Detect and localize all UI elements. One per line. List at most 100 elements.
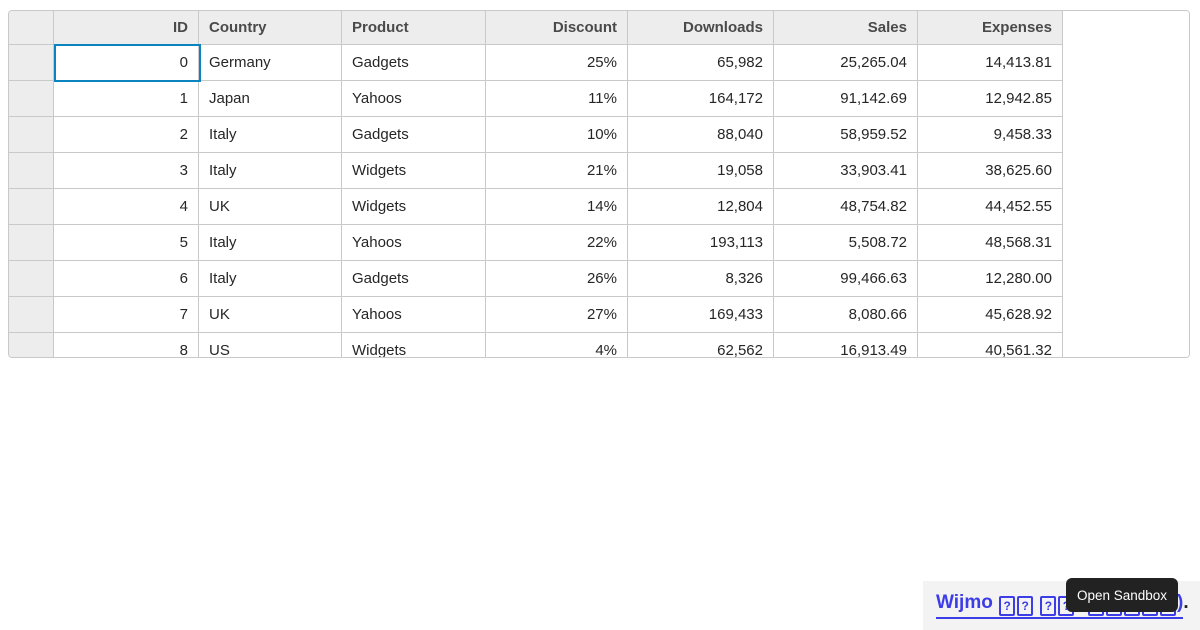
row-filler-cell	[1063, 225, 1189, 261]
grid-rows: ID Country Product Discount Downloads Sales Ex…	[9, 11, 1189, 357]
table-row: 1 Japan Yahoos 11% 164,172 91,142.69 12,942.85	[9, 81, 1189, 117]
grid-cell[interactable]: Italy	[199, 153, 342, 189]
grid-cell[interactable]: Japan	[199, 81, 342, 117]
table-row: 7 UK Yahoos 27% 169,433 8,080.66 45,628.92	[9, 297, 1189, 333]
table-row: 4 UK Widgets 14% 12,804 48,754.82 44,452.55	[9, 189, 1189, 225]
grid-cell[interactable]: 14%	[486, 189, 628, 225]
grid-cell[interactable]: 22%	[486, 225, 628, 261]
row-header-cell[interactable]	[9, 333, 54, 357]
grid-cell[interactable]: 62,562	[628, 333, 774, 357]
grid-cell[interactable]: 45,628.92	[918, 297, 1063, 333]
grid-cell[interactable]: 8,326	[628, 261, 774, 297]
row-filler-cell	[1063, 153, 1189, 189]
column-header-country[interactable]: Country	[199, 11, 342, 45]
grid-cell[interactable]: 58,959.52	[774, 117, 918, 153]
table-row: 2 Italy Gadgets 10% 88,040 58,959.52 9,458.33	[9, 117, 1189, 153]
grid-cell[interactable]: UK	[199, 189, 342, 225]
column-header-discount[interactable]: Discount	[486, 11, 628, 45]
grid-cell[interactable]: 16,913.49	[774, 333, 918, 357]
grid-cell[interactable]: Italy	[199, 261, 342, 297]
grid-cell[interactable]: 91,142.69	[774, 81, 918, 117]
grid-cell[interactable]: 99,466.63	[774, 261, 918, 297]
grid-cell[interactable]: 4%	[486, 333, 628, 357]
grid-cell[interactable]: 9,458.33	[918, 117, 1063, 153]
grid-cell[interactable]: 12,942.85	[918, 81, 1063, 117]
grid-cell[interactable]: 33,903.41	[774, 153, 918, 189]
footer-bar: Wijmo ?? ?? (?????). Open Sandbox	[923, 578, 1200, 630]
grid-cell[interactable]: 25,265.04	[774, 45, 918, 81]
grid-cell[interactable]: 164,172	[628, 81, 774, 117]
grid-cell[interactable]: Widgets	[342, 333, 486, 357]
grid-cell[interactable]: 5,508.72	[774, 225, 918, 261]
grid-cell[interactable]: Yahoos	[342, 81, 486, 117]
grid-cell[interactable]: 8,080.66	[774, 297, 918, 333]
row-filler-cell	[1063, 261, 1189, 297]
grid-cell[interactable]: 19,058	[628, 153, 774, 189]
grid-cell[interactable]: 48,568.31	[918, 225, 1063, 261]
grid-cell-selected[interactable]: 0	[54, 45, 199, 81]
grid-cell[interactable]: Yahoos	[342, 297, 486, 333]
grid-cell[interactable]: Widgets	[342, 189, 486, 225]
grid-cell[interactable]: 169,433	[628, 297, 774, 333]
row-filler-cell	[1063, 81, 1189, 117]
grid-cell[interactable]: 10%	[486, 117, 628, 153]
grid-cell[interactable]: Widgets	[342, 153, 486, 189]
grid-cell[interactable]: 4	[54, 189, 199, 225]
grid-cell[interactable]: 40,561.32	[918, 333, 1063, 357]
grid-cell[interactable]: 48,754.82	[774, 189, 918, 225]
grid-cell[interactable]: 44,452.55	[918, 189, 1063, 225]
row-header-cell[interactable]	[9, 117, 54, 153]
grid-cell[interactable]: 7	[54, 297, 199, 333]
grid-cell[interactable]: Gadgets	[342, 45, 486, 81]
grid-cell[interactable]: Gadgets	[342, 261, 486, 297]
grid-cell[interactable]: UK	[199, 297, 342, 333]
grid-cell[interactable]: 5	[54, 225, 199, 261]
grid-cell[interactable]: Germany	[199, 45, 342, 81]
grid-cell[interactable]: 193,113	[628, 225, 774, 261]
grid-cell[interactable]: 3	[54, 153, 199, 189]
table-row: 5 Italy Yahoos 22% 193,113 5,508.72 48,568.31	[9, 225, 1189, 261]
grid-cell[interactable]: 14,413.81	[918, 45, 1063, 81]
grid-cell[interactable]: 6	[54, 261, 199, 297]
row-header-cell[interactable]	[9, 189, 54, 225]
grid-cell[interactable]: 21%	[486, 153, 628, 189]
grid-cell[interactable]: 38,625.60	[918, 153, 1063, 189]
row-header-cell[interactable]	[9, 297, 54, 333]
table-row: 8 US Widgets 4% 62,562 16,913.49 40,561.32	[9, 333, 1189, 357]
missing-glyph-box: ?	[1040, 596, 1057, 616]
grid-cell[interactable]: 12,280.00	[918, 261, 1063, 297]
grid-cell[interactable]: Gadgets	[342, 117, 486, 153]
grid-cell[interactable]: 65,982	[628, 45, 774, 81]
row-header-cell[interactable]	[9, 153, 54, 189]
flex-grid[interactable]: ID Country Product Discount Downloads Sales Ex…	[8, 10, 1190, 358]
row-header-cell[interactable]	[9, 261, 54, 297]
grid-cell[interactable]: 27%	[486, 297, 628, 333]
link-text: )	[1177, 592, 1184, 613]
grid-cell[interactable]: 11%	[486, 81, 628, 117]
row-header-cell[interactable]	[9, 81, 54, 117]
column-header-downloads[interactable]: Downloads	[628, 11, 774, 45]
column-header-sales[interactable]: Sales	[774, 11, 918, 45]
table-row: 6 Italy Gadgets 26% 8,326 99,466.63 12,280.00	[9, 261, 1189, 297]
top-left-header-cell[interactable]	[9, 11, 54, 45]
grid-cell[interactable]: 1	[54, 81, 199, 117]
grid-cell[interactable]: 25%	[486, 45, 628, 81]
column-header-expenses[interactable]: Expenses	[918, 11, 1063, 45]
column-header-product[interactable]: Product	[342, 11, 486, 45]
grid-cell[interactable]: 26%	[486, 261, 628, 297]
grid-cell[interactable]: Yahoos	[342, 225, 486, 261]
grid-cell[interactable]: Italy	[199, 225, 342, 261]
link-text	[1034, 592, 1039, 613]
grid-cell[interactable]: Italy	[199, 117, 342, 153]
grid-cell[interactable]: US	[199, 333, 342, 357]
row-header-cell[interactable]	[9, 45, 54, 81]
open-sandbox-button[interactable]: Open Sandbox	[1066, 578, 1178, 612]
grid-cell[interactable]: 12,804	[628, 189, 774, 225]
grid-cell[interactable]: 88,040	[628, 117, 774, 153]
header-filler-cell	[1063, 11, 1189, 45]
row-header-cell[interactable]	[9, 225, 54, 261]
sentence-period: .	[1183, 592, 1189, 613]
grid-cell[interactable]: 2	[54, 117, 199, 153]
grid-cell[interactable]: 8	[54, 333, 199, 357]
column-header-id[interactable]: ID	[54, 11, 199, 45]
